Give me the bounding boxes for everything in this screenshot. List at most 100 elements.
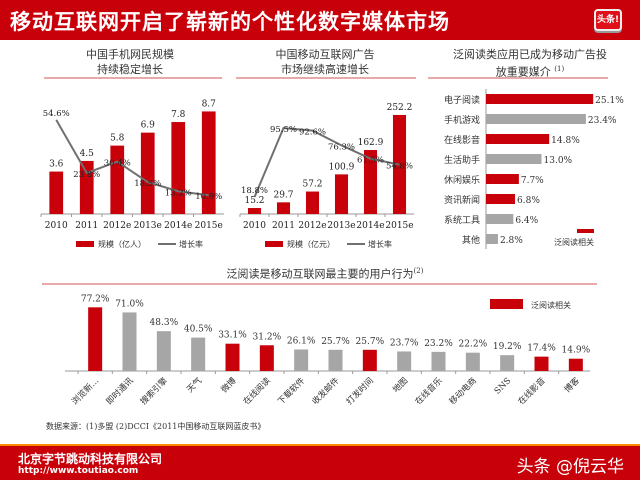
admarket-x-tick: 2010 [243, 221, 266, 231]
behaviors-bar [534, 356, 549, 371]
admarket-x-tick: 2014e [356, 221, 384, 231]
behaviors-bar [294, 349, 309, 371]
users-bar-label: 6.9 [141, 121, 156, 131]
behaviors-x-tick: 打发时间 [344, 375, 376, 407]
users-growth-line [55, 119, 209, 197]
users-x-tick: 2011 [75, 221, 98, 231]
channels-bar-label: 2.8% [500, 236, 523, 246]
admarket-line-label: 54.8% [386, 162, 413, 172]
users-x-tick: 2015e [195, 221, 223, 231]
toutiao-logo-icon: 头条! [594, 9, 622, 31]
behaviors-bar-label: 17.4% [527, 344, 556, 354]
admarket-bar-label: 29.7 [273, 190, 293, 200]
behaviors-bar-label: 71.0% [115, 299, 144, 309]
channels-bar-label: 25.1% [595, 96, 624, 106]
chart1-title-line2: 持续稳定增长 [97, 63, 163, 76]
channels-bar-label: 6.8% [517, 196, 540, 206]
admarket-bar [247, 208, 262, 214]
footer-bar: 北京字节跳动科技有限公司 http://www.toutiao.com 头条 @… [0, 444, 640, 480]
behaviors-bar-label: 14.9% [562, 346, 591, 356]
channels-y-tick: 资讯新闻 [444, 194, 480, 206]
chart2-title: 中国移动互联网广告 市场继续高速增长 [235, 47, 415, 77]
page-title: 移动互联网开启了崭新的个性化数字媒体市场 [10, 9, 450, 34]
chart3-title-line2: 放重要媒介 [495, 65, 551, 79]
behaviors-bar [225, 343, 240, 371]
channels-bar [486, 234, 498, 244]
chart3-title: 泛阅读类应用已成为移动广告投 放重要媒介 (1) [425, 47, 635, 80]
users-line-label: 30.4% [104, 159, 131, 169]
admarket-bar-label: 100.9 [329, 162, 355, 172]
channels-bar-label: 23.4% [588, 116, 617, 126]
behaviors-bar-label: 25.7% [321, 337, 350, 347]
behaviors-legend-swatch [490, 299, 523, 309]
chart-mobile-ad-market: 15.2 2010 29.7 2011 57.2 2012e 100.9 2013e 162.9… [239, 103, 414, 249]
channels-bar [486, 154, 542, 164]
users-bar-label: 8.7 [202, 99, 217, 109]
behaviors-bar [500, 355, 515, 371]
behaviors-bar-label: 48.3% [150, 318, 179, 328]
chart1-title: 中国手机网民规模 持续稳定增长 [40, 47, 220, 77]
channels-y-tick: 休闲娱乐 [444, 174, 480, 186]
behaviors-bar-label: 77.2% [81, 294, 110, 304]
admarket-x-tick: 2013e [327, 221, 355, 231]
users-bar [171, 122, 186, 214]
users-bar [79, 160, 94, 214]
behaviors-x-tick: 收发邮件 [310, 375, 342, 407]
chart2-title-line1: 中国移动互联网广告 [275, 48, 375, 61]
behaviors-bar [465, 352, 480, 371]
channels-y-tick: 其他 [462, 234, 480, 246]
users-bar-label: 5.8 [110, 134, 125, 144]
behaviors-x-tick: 在线影音 [516, 375, 548, 407]
admarket-bar [334, 174, 349, 214]
channels-y-tick: 系统工具 [444, 214, 480, 226]
channels-bar-label: 14.8% [551, 136, 580, 146]
channels-bar [486, 134, 550, 144]
users-legend-bar-swatch [76, 241, 94, 247]
behaviors-x-tick: 浏览新… [69, 375, 101, 407]
users-line-label: 18.5% [134, 179, 161, 189]
behaviors-bar [397, 351, 412, 371]
admarket-bar [305, 191, 320, 214]
behaviors-x-tick: 移动电商 [447, 375, 479, 407]
admarket-legend-bar-swatch [265, 241, 283, 247]
behaviors-bar-label: 26.1% [287, 336, 316, 346]
chart3-title-note: (1) [554, 65, 565, 73]
behaviors-bar [259, 345, 274, 371]
users-x-tick: 2010 [45, 221, 68, 231]
behaviors-x-tick: 在线音乐 [413, 375, 445, 407]
chart2-rule [236, 77, 416, 79]
behaviors-bar-label: 23.2% [424, 339, 453, 349]
behaviors-bar-label: 31.2% [253, 332, 282, 342]
channels-bar [486, 174, 519, 184]
behaviors-bar [122, 312, 137, 371]
behaviors-bar-label: 40.5% [184, 325, 213, 335]
admarket-line-label: 18.8% [241, 186, 268, 196]
chart3-title-line1: 泛阅读类应用已成为移动广告投 [453, 48, 607, 61]
behaviors-bar-label: 33.1% [218, 331, 247, 341]
users-legend-line-label: 增长率 [179, 239, 203, 249]
admarket-line-label: 76.3% [328, 142, 355, 152]
behaviors-bar-label: 25.7% [356, 337, 385, 347]
users-bar [49, 171, 64, 214]
behaviors-x-tick: 在线阅读 [241, 375, 273, 407]
behaviors-bar [328, 349, 343, 371]
users-bar-label: 4.5 [80, 149, 95, 159]
channels-bar-label: 6.4% [515, 216, 538, 226]
channels-bar [486, 94, 594, 104]
chart4-title-note: (2) [413, 267, 424, 275]
behaviors-x-tick: 天气 [184, 375, 204, 395]
admarket-line-label: 95.5% [270, 125, 297, 135]
users-bar [201, 111, 216, 214]
behaviors-x-tick: 下载软件 [275, 375, 307, 407]
channels-legend-swatch [577, 229, 594, 233]
behaviors-bar [431, 351, 446, 371]
chart-ad-channels: 电子阅读 25.1% 手机游戏 23.4% 在线影音 14.8% 生活助手 13.0% 休闲娱乐… [444, 89, 624, 249]
channels-legend-label: 泛阅读相关 [554, 237, 594, 247]
channels-y-tick: 手机游戏 [444, 114, 480, 126]
behaviors-x-tick: SNS [493, 376, 514, 397]
behaviors-x-tick: 即时通讯 [104, 375, 136, 407]
chart4-title: 泛阅读是移动互联网最主要的用户行为(2) [150, 264, 500, 282]
admarket-bar-label: 15.2 [244, 196, 264, 206]
company-url[interactable]: http://www.toutiao.com [18, 466, 139, 476]
chart2-title-line2: 市场继续高速增长 [281, 63, 369, 76]
